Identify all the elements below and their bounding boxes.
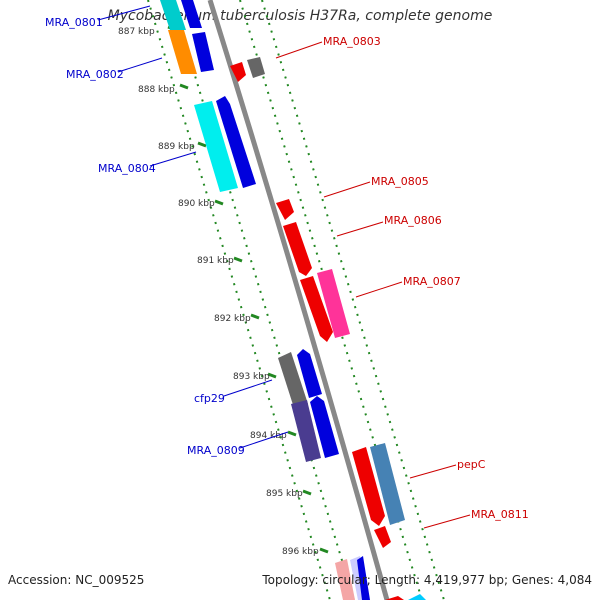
gene-mra-0805-red[interactable]	[276, 199, 294, 220]
tick-label-891: 891 kbp	[197, 256, 234, 266]
gene-mra-0804-blue[interactable]	[216, 96, 256, 188]
genome-stats-text: Topology: circular; Length: 4,419,977 bp…	[262, 573, 592, 587]
gene-bottom-cyan	[408, 594, 426, 600]
gene-mra-0803-grey[interactable]	[247, 57, 265, 78]
gene-label-mra-0805[interactable]: MRA_0805	[371, 175, 429, 188]
gene-bottom-red	[385, 596, 404, 600]
tick-label-888: 888 kbp	[138, 85, 175, 95]
tick-label-887: 887 kbp	[118, 27, 155, 37]
gene-mra-0804-cyan[interactable]	[194, 101, 238, 192]
tick-label-889: 889 kbp	[158, 142, 195, 152]
tick-label-895: 895 kbp	[266, 489, 303, 499]
gene-label-pepc[interactable]: pepC	[457, 458, 486, 471]
accession-text: Accession: NC_009525	[8, 573, 145, 587]
gene-pepc-red[interactable]	[352, 447, 385, 526]
gene-cfp29-grey[interactable]	[278, 352, 308, 408]
gene-label-mra-0809[interactable]: MRA_0809	[187, 444, 245, 457]
gene-mra-0811-red[interactable]	[374, 526, 391, 548]
gene-mra-0807-magenta[interactable]	[317, 269, 350, 338]
gene-mra-0809-purple[interactable]	[291, 400, 321, 462]
reverse-leaders	[275, 41, 471, 529]
gene-mra-0806-red[interactable]	[283, 222, 312, 276]
gene-mra-0801-blue[interactable]	[181, 0, 202, 28]
forward-leaders	[97, 5, 289, 449]
gene-label-mra-0806[interactable]: MRA_0806	[384, 214, 442, 227]
genome-title: Mycobacterium tuberculosis H37Ra, comple…	[107, 8, 493, 24]
tick-label-892: 892 kbp	[214, 314, 251, 324]
gene-label-mra-0801[interactable]: MRA_0801	[45, 16, 103, 29]
gene-label-cfp29[interactable]: cfp29	[194, 392, 225, 405]
gene-label-mra-0804[interactable]: MRA_0804	[98, 162, 156, 175]
gene-label-mra-0811[interactable]: MRA_0811	[471, 508, 529, 521]
gene-mra-0807-red[interactable]	[300, 276, 333, 342]
tick-label-894: 894 kbp	[250, 431, 287, 441]
reverse-genes	[230, 57, 426, 600]
gene-mra-0802-blue[interactable]	[192, 32, 214, 72]
gene-pepc-steelblue[interactable]	[370, 443, 405, 525]
gene-mra-0803-red[interactable]	[230, 62, 246, 82]
gene-mra-0809-blue[interactable]	[310, 396, 339, 458]
gene-bottom-pink	[335, 559, 355, 600]
gene-label-mra-0803[interactable]: MRA_0803	[323, 35, 381, 48]
forward-genes	[160, 0, 370, 600]
gene-mra-0801-cyan[interactable]	[160, 0, 186, 30]
gene-bottom-blue	[357, 556, 370, 600]
gene-mra-0802-orange[interactable]	[168, 30, 197, 74]
gene-label-mra-0807[interactable]: MRA_0807	[403, 275, 461, 288]
tick-label-896: 896 kbp	[282, 547, 319, 557]
gene-label-mra-0802[interactable]: MRA_0802	[66, 68, 124, 81]
genome-backbone	[207, 0, 390, 600]
gene-cfp29-blue[interactable]	[297, 349, 322, 398]
tick-label-890: 890 kbp	[178, 199, 215, 209]
tick-label-893: 893 kbp	[233, 372, 270, 382]
